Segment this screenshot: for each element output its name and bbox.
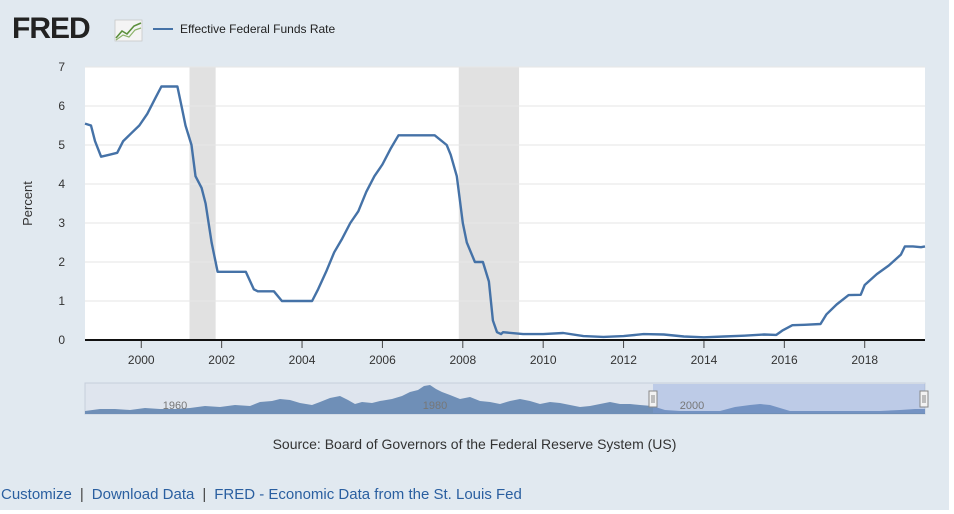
y-axis-label: Percent [20,181,35,226]
legend-swatch [153,28,173,30]
y-tick-label-1: 1 [58,294,65,308]
footer-links: Customize | Download Data | FRED - Economic … [1,486,522,503]
line-graph-icon [114,19,143,42]
fred-home-link[interactable]: FRED - Economic Data from the St. Louis … [214,486,522,503]
recession-band-1 [458,67,520,340]
x-tick-label-2016: 2016 [771,353,798,367]
y-tick-label-4: 4 [58,177,65,191]
x-tick-label-2014: 2014 [691,353,718,367]
range-navigator[interactable]: 1960 1980 2000 [84,382,929,415]
fred-logo[interactable]: FRED [12,12,91,45]
recession-band-0 [189,67,216,340]
x-tick-label-2010: 2010 [530,353,557,367]
navigator-handle-right[interactable] [919,390,929,408]
chart-source: Source: Board of Governors of the Federa… [272,436,677,452]
chart-svg: 0 1 2 3 4 5 6 7 2000 2002 2004 2006 2008 2010 2012 201… [20,60,929,415]
download-data-link[interactable]: Download Data [91,486,195,503]
navigator-selection[interactable] [653,384,925,413]
legend-label: Effective Federal Funds Rate [180,22,336,36]
x-tick-label-2018: 2018 [851,353,878,367]
y-tick-label-7: 7 [58,60,65,74]
y-tick-label-3: 3 [58,216,65,230]
x-tick-label-2012: 2012 [610,353,637,367]
navigator-label-1980: 1980 [423,400,447,412]
navigator-handle-left[interactable] [648,390,658,408]
x-tick-label-2006: 2006 [369,353,396,367]
y-tick-label-6: 6 [58,99,65,113]
navigator-label-1960: 1960 [163,400,187,412]
x-tick-label-2008: 2008 [449,353,476,367]
y-tick-label-0: 0 [58,333,65,347]
x-tick-label-2002: 2002 [208,353,235,367]
footer-separator: | [79,486,84,503]
navigator-label-2000: 2000 [680,400,704,412]
footer-separator: | [202,486,207,503]
legend[interactable]: Effective Federal Funds Rate [153,19,335,39]
y-tick-label-5: 5 [58,138,65,152]
x-tick-label-2000: 2000 [128,353,155,367]
x-tick-label-2004: 2004 [289,353,316,367]
series-line-0[interactable] [84,85,926,339]
navigator-series [85,385,925,414]
y-tick-label-2: 2 [58,255,65,269]
customize-link[interactable]: Customize [1,486,72,503]
